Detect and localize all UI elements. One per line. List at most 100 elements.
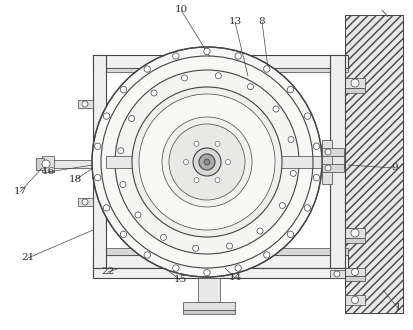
Circle shape [120,231,126,238]
Bar [93,55,347,68]
Circle shape [120,182,126,187]
Circle shape [287,86,293,93]
Text: 9: 9 [391,163,397,173]
Bar [93,55,106,268]
Bar [183,310,235,314]
Bar [344,15,402,313]
Circle shape [132,87,281,237]
Circle shape [94,175,101,181]
Circle shape [225,159,230,164]
Bar [93,248,347,255]
Bar [93,255,347,268]
Text: 13: 13 [228,17,241,26]
Circle shape [160,234,166,240]
Circle shape [312,175,319,181]
Text: 10: 10 [174,6,187,15]
Bar [329,55,344,268]
Bar [78,198,93,206]
Circle shape [192,148,221,176]
Bar [329,270,344,278]
Text: 14: 14 [228,274,241,282]
Bar [321,164,343,172]
Circle shape [324,165,330,171]
Circle shape [214,178,219,183]
Circle shape [304,205,310,211]
Circle shape [144,66,150,72]
Circle shape [92,47,321,277]
Text: 22: 22 [101,268,114,277]
Circle shape [115,70,298,254]
Text: 8: 8 [258,17,265,26]
Bar [344,78,364,88]
Circle shape [351,296,358,304]
Text: 17: 17 [13,187,26,196]
Bar [344,268,364,276]
Text: 16: 16 [41,168,55,177]
Circle shape [203,48,210,55]
Circle shape [194,141,199,146]
Circle shape [194,178,199,183]
Circle shape [203,269,210,276]
Bar [93,268,344,278]
Bar [42,156,54,172]
Circle shape [287,137,293,143]
Circle shape [324,149,330,155]
Circle shape [279,203,285,209]
Circle shape [94,143,101,149]
Circle shape [287,231,293,238]
Circle shape [272,106,278,112]
Circle shape [304,113,310,119]
Bar [344,238,364,243]
Circle shape [82,199,88,205]
Circle shape [234,265,241,271]
Circle shape [290,170,296,176]
Circle shape [333,271,339,277]
Bar [50,160,93,168]
Circle shape [103,205,109,211]
Circle shape [214,141,219,146]
Circle shape [199,154,214,170]
Bar [197,278,219,302]
Circle shape [183,159,188,164]
Circle shape [247,84,253,90]
Circle shape [169,124,244,200]
Bar [106,156,343,168]
Circle shape [312,143,319,149]
Bar [183,302,235,310]
Circle shape [192,245,198,251]
Circle shape [128,115,134,121]
Circle shape [103,113,109,119]
Bar [78,100,93,108]
Text: 18: 18 [68,176,81,184]
Circle shape [172,53,179,59]
Text: 21: 21 [21,253,35,262]
Circle shape [215,73,221,79]
Text: 15: 15 [173,276,186,284]
Bar [36,158,44,170]
Circle shape [172,265,179,271]
Bar [344,276,364,281]
Circle shape [42,160,50,168]
Circle shape [234,53,241,59]
Circle shape [256,228,262,234]
Text: 1: 1 [394,304,400,313]
Circle shape [263,252,269,258]
Bar [321,140,331,184]
Circle shape [263,66,269,72]
Bar [344,295,364,305]
Circle shape [144,252,150,258]
Circle shape [117,148,123,154]
Circle shape [151,90,157,96]
Circle shape [181,75,187,81]
Circle shape [204,159,209,165]
Bar [344,15,402,313]
Bar [93,68,347,72]
Circle shape [120,86,126,93]
Bar [344,228,364,238]
Bar [321,148,343,156]
Circle shape [350,229,358,237]
Bar [344,88,364,93]
Circle shape [161,117,252,207]
Circle shape [226,243,232,249]
Circle shape [350,79,358,87]
